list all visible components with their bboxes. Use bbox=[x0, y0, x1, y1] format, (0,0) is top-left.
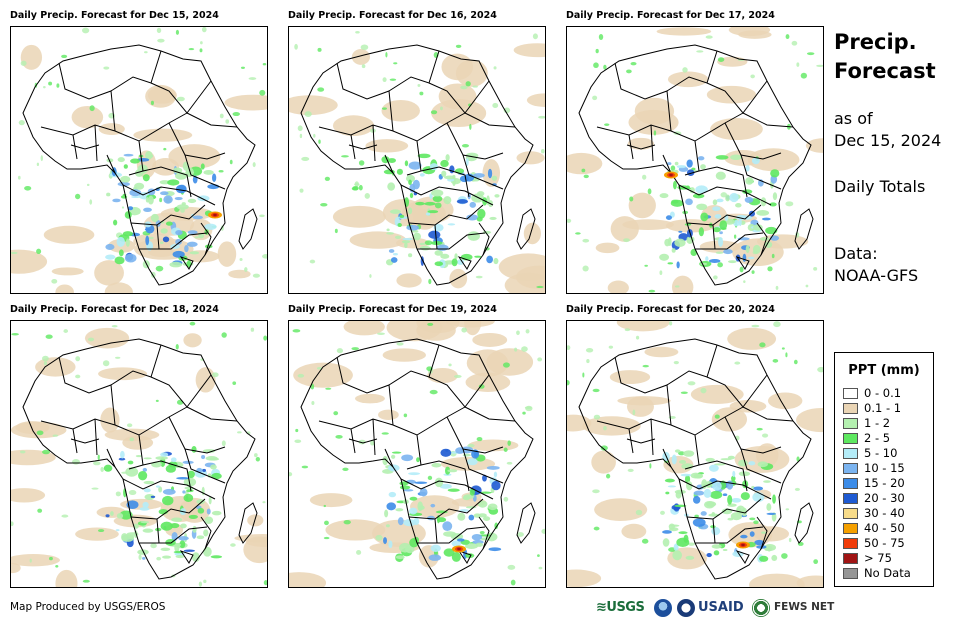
usaid-logo: USAID bbox=[698, 600, 744, 615]
legend-label: 20 - 30 bbox=[864, 491, 905, 505]
legend-swatch bbox=[843, 492, 858, 504]
legend-item: No Data bbox=[843, 566, 911, 580]
panel-title-2: Daily Precip. Forecast for Dec 16, 2024 bbox=[288, 10, 497, 21]
legend-label: 1 - 2 bbox=[864, 416, 891, 430]
legend-swatch bbox=[843, 402, 858, 414]
legend-title: PPT (mm) bbox=[848, 363, 920, 378]
sidebar-title-line1: Precip. bbox=[834, 30, 917, 54]
noaa-logo-icon bbox=[654, 599, 672, 617]
legend-label: > 75 bbox=[864, 551, 892, 565]
map-panel-3 bbox=[566, 26, 824, 294]
legend-label: 2 - 5 bbox=[864, 431, 891, 445]
legend-item: 30 - 40 bbox=[843, 506, 905, 520]
legend-item: 50 - 75 bbox=[843, 536, 905, 550]
legend-label: 10 - 15 bbox=[864, 461, 905, 475]
map-credit: Map Produced by USGS/EROS bbox=[10, 601, 166, 613]
data-label: Data: bbox=[834, 244, 878, 263]
legend-label: 5 - 10 bbox=[864, 446, 898, 460]
legend-item: 2 - 5 bbox=[843, 431, 890, 445]
data-source: NOAA-GFS bbox=[834, 266, 919, 285]
map-panel-4 bbox=[10, 320, 268, 588]
legend-swatch bbox=[843, 552, 858, 564]
panel-title-1: Daily Precip. Forecast for Dec 15, 2024 bbox=[10, 10, 219, 21]
legend-item: 20 - 30 bbox=[843, 491, 905, 505]
legend-swatch bbox=[843, 522, 858, 534]
legend-item: 0 - 0.1 bbox=[843, 386, 901, 400]
legend-swatch bbox=[843, 477, 858, 489]
sidebar-title-line2: Forecast bbox=[834, 59, 936, 83]
usgs-logo: ≋USGS bbox=[596, 600, 645, 615]
legend-item: 15 - 20 bbox=[843, 476, 905, 490]
legend-label: 0.1 - 1 bbox=[864, 401, 902, 415]
legend-label: 30 - 40 bbox=[864, 506, 905, 520]
legend-item: 10 - 15 bbox=[843, 461, 905, 475]
fews-net-logo: FEWS NET bbox=[774, 601, 835, 613]
legend-swatch bbox=[843, 417, 858, 429]
panel-title-4: Daily Precip. Forecast for Dec 18, 2024 bbox=[10, 304, 219, 315]
legend-swatch bbox=[843, 507, 858, 519]
legend-swatch bbox=[843, 432, 858, 444]
panel-title-5: Daily Precip. Forecast for Dec 19, 2024 bbox=[288, 304, 497, 315]
legend-item: 1 - 2 bbox=[843, 416, 890, 430]
map-panel-6 bbox=[566, 320, 824, 588]
map-panel-5 bbox=[288, 320, 546, 588]
legend-swatch bbox=[843, 447, 858, 459]
asof-date: Dec 15, 2024 bbox=[834, 131, 942, 150]
legend-swatch bbox=[843, 537, 858, 549]
asof-label: as of bbox=[834, 109, 873, 128]
legend-label: No Data bbox=[864, 566, 911, 580]
daily-totals-label: Daily Totals bbox=[834, 177, 926, 196]
legend-item: > 75 bbox=[843, 551, 892, 565]
legend-swatch bbox=[843, 462, 858, 474]
legend-label: 0 - 0.1 bbox=[864, 386, 902, 400]
fews-net-globe-icon bbox=[752, 599, 770, 617]
panel-title-6: Daily Precip. Forecast for Dec 20, 2024 bbox=[566, 304, 775, 315]
legend-swatch bbox=[843, 567, 858, 579]
doi-logo-icon bbox=[677, 599, 695, 617]
legend-swatch bbox=[843, 387, 858, 399]
legend-label: 40 - 50 bbox=[864, 521, 905, 535]
legend-item: 5 - 10 bbox=[843, 446, 897, 460]
legend-item: 40 - 50 bbox=[843, 521, 905, 535]
legend-label: 50 - 75 bbox=[864, 536, 905, 550]
panel-title-3: Daily Precip. Forecast for Dec 17, 2024 bbox=[566, 10, 775, 21]
map-panel-2 bbox=[288, 26, 546, 294]
legend-item: 0.1 - 1 bbox=[843, 401, 901, 415]
map-panel-1 bbox=[10, 26, 268, 294]
legend-label: 15 - 20 bbox=[864, 476, 905, 490]
